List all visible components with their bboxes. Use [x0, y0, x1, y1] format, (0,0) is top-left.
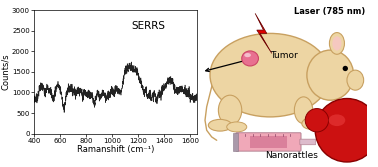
- Ellipse shape: [242, 51, 259, 66]
- Text: Nanorattles: Nanorattles: [265, 151, 318, 160]
- FancyBboxPatch shape: [236, 133, 301, 151]
- Polygon shape: [255, 13, 272, 53]
- FancyBboxPatch shape: [300, 139, 316, 145]
- Circle shape: [305, 109, 328, 132]
- Ellipse shape: [210, 33, 330, 117]
- Bar: [233, 133, 239, 151]
- Ellipse shape: [227, 122, 247, 132]
- Y-axis label: Counts/s: Counts/s: [2, 53, 11, 90]
- Text: SERRS: SERRS: [132, 21, 166, 31]
- Circle shape: [342, 66, 348, 71]
- Ellipse shape: [328, 114, 345, 126]
- Text: Laser (785 nm): Laser (785 nm): [294, 7, 365, 16]
- Ellipse shape: [244, 53, 251, 57]
- Ellipse shape: [208, 119, 232, 131]
- Ellipse shape: [332, 36, 342, 50]
- Circle shape: [315, 99, 378, 162]
- X-axis label: Ramanshift (cm⁻¹): Ramanshift (cm⁻¹): [77, 145, 154, 154]
- Text: Tumor: Tumor: [270, 51, 298, 60]
- Ellipse shape: [294, 97, 313, 124]
- Ellipse shape: [347, 70, 364, 90]
- Bar: [250, 136, 287, 148]
- Ellipse shape: [307, 50, 354, 100]
- Ellipse shape: [218, 95, 242, 125]
- Ellipse shape: [302, 118, 322, 129]
- Ellipse shape: [329, 33, 344, 54]
